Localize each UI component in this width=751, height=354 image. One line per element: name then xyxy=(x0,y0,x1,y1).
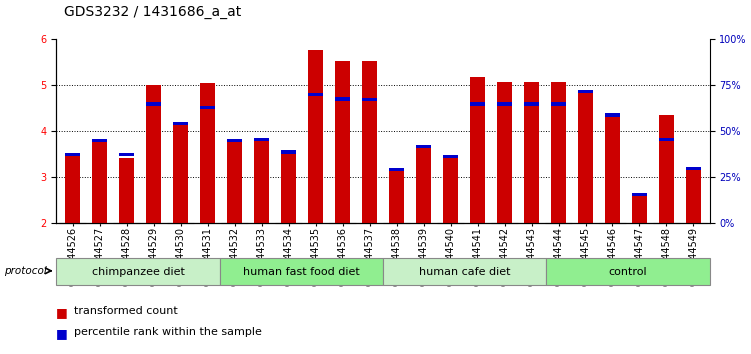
Bar xyxy=(524,102,539,105)
Bar xyxy=(119,153,134,156)
Text: control: control xyxy=(609,267,647,277)
Bar xyxy=(416,145,431,148)
Bar xyxy=(146,102,161,105)
Bar xyxy=(389,170,404,223)
Bar xyxy=(92,143,107,223)
Bar xyxy=(659,115,674,223)
Bar xyxy=(254,141,269,223)
Bar xyxy=(200,105,215,109)
Bar xyxy=(281,150,296,154)
Bar xyxy=(173,122,188,125)
Bar xyxy=(65,153,80,156)
Text: ■: ■ xyxy=(56,327,68,341)
Text: GDS3232 / 1431686_a_at: GDS3232 / 1431686_a_at xyxy=(64,5,241,19)
Bar xyxy=(335,61,350,223)
Text: transformed count: transformed count xyxy=(74,306,177,316)
Bar xyxy=(551,102,566,105)
Text: human cafe diet: human cafe diet xyxy=(419,267,511,277)
Bar xyxy=(551,82,566,223)
Bar xyxy=(65,156,80,223)
Text: ■: ■ xyxy=(56,306,68,319)
Bar xyxy=(227,143,242,223)
Bar xyxy=(686,169,701,223)
Bar xyxy=(281,153,296,223)
Bar xyxy=(578,90,593,93)
Bar xyxy=(443,155,458,158)
Bar xyxy=(308,50,323,223)
Text: chimpanzee diet: chimpanzee diet xyxy=(92,267,185,277)
Bar xyxy=(227,139,242,143)
Bar xyxy=(362,98,377,101)
Bar xyxy=(200,83,215,223)
Bar xyxy=(308,93,323,96)
Bar xyxy=(497,82,512,223)
Bar xyxy=(335,97,350,101)
Bar xyxy=(632,193,647,196)
Bar xyxy=(219,258,383,285)
Bar xyxy=(578,91,593,223)
Bar xyxy=(470,77,485,223)
Text: percentile rank within the sample: percentile rank within the sample xyxy=(74,327,261,337)
Bar xyxy=(605,115,620,223)
Bar xyxy=(362,61,377,223)
Bar xyxy=(443,156,458,223)
Bar xyxy=(632,194,647,223)
Bar xyxy=(605,114,620,117)
Bar xyxy=(92,139,107,143)
Bar xyxy=(119,158,134,223)
Bar xyxy=(56,258,219,285)
Bar xyxy=(497,102,512,105)
Bar xyxy=(383,258,547,285)
Bar xyxy=(389,168,404,171)
Bar xyxy=(686,167,701,170)
Bar xyxy=(146,85,161,223)
Text: human fast food diet: human fast food diet xyxy=(243,267,360,277)
Bar xyxy=(659,138,674,141)
Bar xyxy=(524,82,539,223)
Bar xyxy=(470,102,485,105)
Bar xyxy=(547,258,710,285)
Bar xyxy=(416,147,431,223)
Bar xyxy=(173,123,188,223)
Bar xyxy=(254,138,269,141)
Text: protocol: protocol xyxy=(4,266,47,276)
